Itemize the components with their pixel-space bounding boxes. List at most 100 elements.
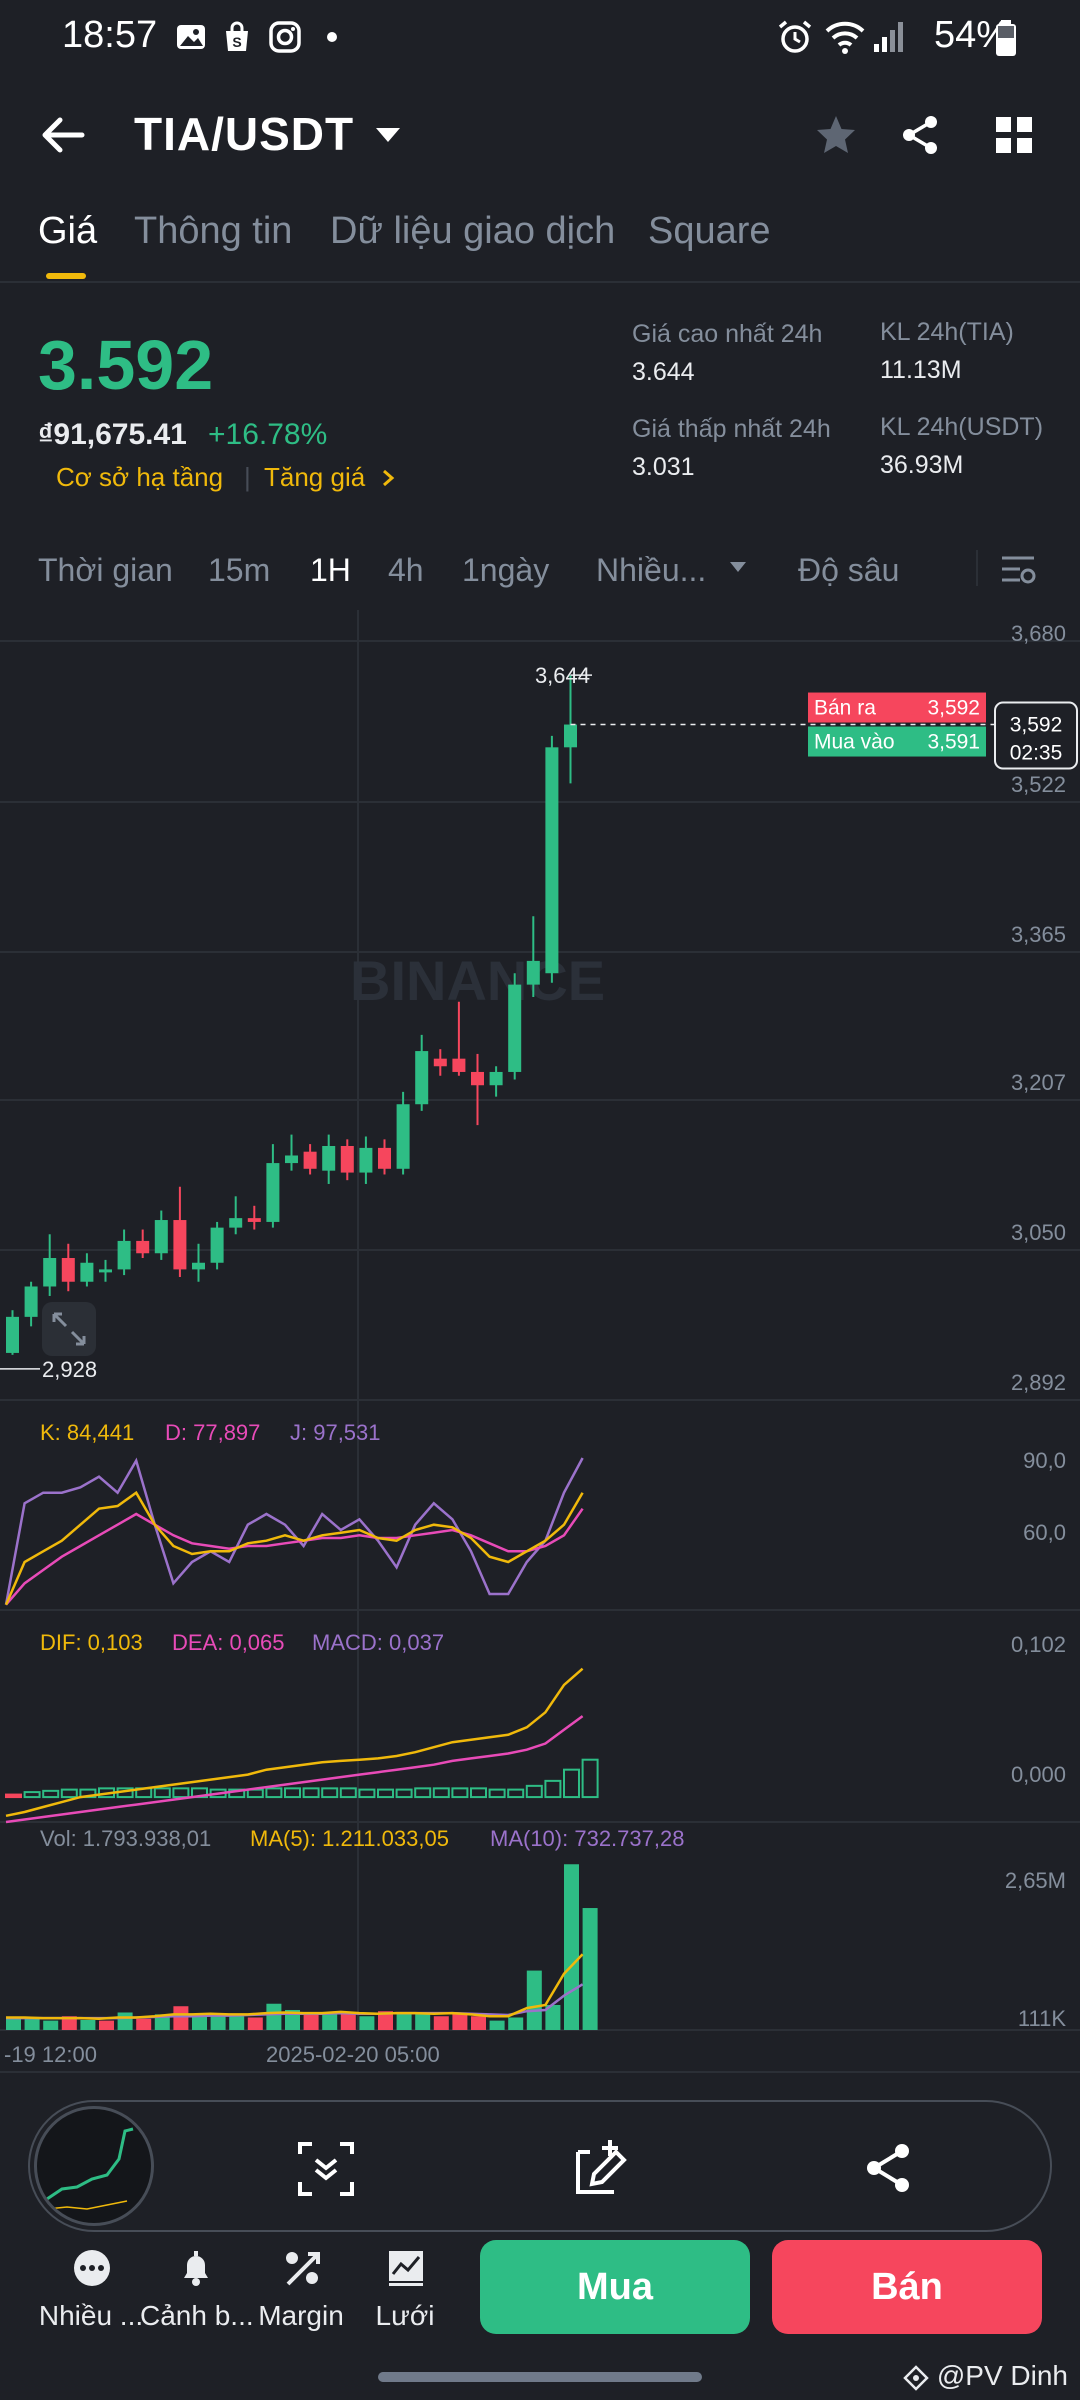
macd-dif-label: DIF: 0,103	[40, 1630, 143, 1655]
sell-button[interactable]: Bán	[772, 2240, 1042, 2334]
high-24h-value: 3.644	[632, 358, 695, 386]
interval-1day[interactable]: 1ngày	[462, 552, 550, 588]
kdj-axis-label: 90,0	[1023, 1448, 1066, 1473]
candle-body	[433, 1058, 447, 1067]
interval-time[interactable]: Thời gian	[38, 552, 173, 588]
interval-more[interactable]: Nhiều...	[596, 552, 707, 588]
buy-button[interactable]: Mua	[480, 2240, 750, 2334]
tab-trading-data[interactable]: Dữ liệu giao dịch	[330, 210, 616, 252]
interval-1h[interactable]: 1H	[310, 552, 351, 588]
ask-label: Bán ra	[814, 697, 876, 720]
interval-15m[interactable]: 15m	[208, 552, 271, 588]
tab-price[interactable]: Giá	[38, 210, 98, 252]
back-arrow-icon[interactable]	[40, 115, 86, 155]
tab-info[interactable]: Thông tin	[134, 210, 293, 252]
volume-bar	[43, 2020, 59, 2030]
macd-histogram-bar	[265, 1787, 283, 1799]
bid-label: Mua vào	[814, 731, 895, 754]
more-icon	[74, 2250, 110, 2286]
volume-ma10-label: MA(10): 732.737,28	[490, 1826, 684, 1851]
price-axis-label: 3,207	[1011, 1070, 1066, 1095]
volume-bar	[471, 2016, 486, 2030]
volume-bar	[99, 2020, 114, 2030]
bid-box	[808, 726, 986, 757]
macd-histogram-bar	[470, 1787, 487, 1799]
x-label-start: -19 12:00	[4, 2042, 97, 2067]
volume-axis-label: 111K	[1018, 2006, 1066, 2031]
volume-bar	[582, 1908, 598, 2030]
macd-histogram-bar	[395, 1788, 413, 1799]
candle-body	[526, 960, 540, 985]
tab-square[interactable]: Square	[648, 210, 771, 252]
bell-icon	[184, 2251, 208, 2286]
volume-bar	[80, 2019, 96, 2030]
home-indicator[interactable]	[378, 2372, 702, 2382]
status-time: 18:57	[62, 14, 158, 56]
volume-bar	[415, 2012, 431, 2030]
candlestick-chart[interactable]: BINANCE 3,680 3,522 3,365 3,207 3,050 2,892 3…	[0, 608, 1080, 2073]
margin-icon	[286, 2252, 320, 2286]
macd-histogram-bar	[246, 1788, 264, 1799]
volume-bar	[303, 2013, 319, 2030]
expand-chart-button[interactable]	[42, 1302, 96, 1356]
macd-histogram-bar	[172, 1787, 190, 1799]
vol-tia-label: KL 24h(TIA)	[880, 318, 1014, 346]
nav-grid-label: Lưới	[375, 2300, 435, 2331]
scroll-capture-icon[interactable]	[294, 2136, 358, 2200]
star-icon[interactable]	[814, 113, 858, 157]
candle-body	[24, 1286, 38, 1317]
interval-depth[interactable]: Độ sâu	[798, 552, 900, 588]
macd-histogram-bar	[284, 1787, 301, 1799]
status-bar: 18:57 S 54%	[0, 0, 1080, 80]
volume-ma5-label: MA(5): 1.211.033,05	[250, 1826, 449, 1851]
macd-dea-label: DEA: 0,065	[172, 1630, 285, 1655]
expand-icon	[52, 1312, 86, 1346]
vol-usdt-value: 36.93M	[880, 451, 964, 479]
volume-bar	[61, 2016, 77, 2030]
macd-histogram-bar	[377, 1788, 394, 1799]
grid-bot-icon	[389, 2251, 423, 2286]
ask-value: 3,592	[927, 697, 980, 720]
grid-layout-icon[interactable]	[994, 115, 1034, 155]
tag-gainer[interactable]: Tăng giá	[264, 462, 366, 492]
kdj-j-line	[4, 1457, 584, 1605]
volume-bar	[266, 2003, 282, 2030]
share-icon[interactable]	[898, 113, 942, 157]
macd-histogram-bar	[60, 1788, 78, 1799]
dot-icon	[327, 32, 337, 42]
volume-bar	[6, 2018, 21, 2030]
volume-label: Vol: 1.793.938,01	[40, 1826, 211, 1851]
image-icon	[177, 25, 205, 49]
kdj-k-line	[4, 1490, 584, 1606]
edit-screenshot-icon[interactable]	[570, 2136, 634, 2200]
price-axis-label: 3,050	[1011, 1220, 1066, 1245]
current-price-tag	[994, 701, 1078, 770]
volume-bar	[396, 2012, 412, 2030]
kdj-j-label: J: 97,531	[290, 1420, 381, 1445]
macd-macd-label: MACD: 0,037	[312, 1630, 444, 1655]
volume-bar	[136, 2018, 152, 2030]
chevron-right-icon[interactable]	[380, 468, 396, 488]
candle-body	[192, 1262, 205, 1270]
screenshot-thumbnail[interactable]	[34, 2106, 154, 2226]
chart-settings-icon[interactable]	[1000, 552, 1036, 586]
shopping-bag-icon: S	[226, 21, 248, 51]
volume-bar	[452, 2014, 468, 2030]
kdj-d-label: D: 77,897	[165, 1420, 260, 1445]
pair-selector[interactable]: TIA/USDT	[134, 95, 424, 175]
tag-infrastructure[interactable]: Cơ sở hạ tầng	[56, 462, 224, 492]
candle-body	[154, 1220, 168, 1254]
macd-histogram-bar	[507, 1788, 525, 1799]
candle-body	[508, 984, 522, 1072]
macd-histogram-bar	[414, 1787, 432, 1799]
share-screenshot-icon[interactable]	[860, 2140, 916, 2196]
price-axis-label: 2,892	[1011, 1370, 1066, 1395]
tag-separator: |	[244, 462, 251, 492]
candle-body	[303, 1151, 317, 1169]
volume-bar	[340, 2012, 356, 2030]
current-price-tag-value: 3,592	[1010, 714, 1063, 737]
candle-body	[6, 1316, 19, 1353]
interval-4h[interactable]: 4h	[388, 552, 424, 588]
volume-bar	[433, 2016, 449, 2030]
kdj-d-line	[5, 1507, 584, 1606]
